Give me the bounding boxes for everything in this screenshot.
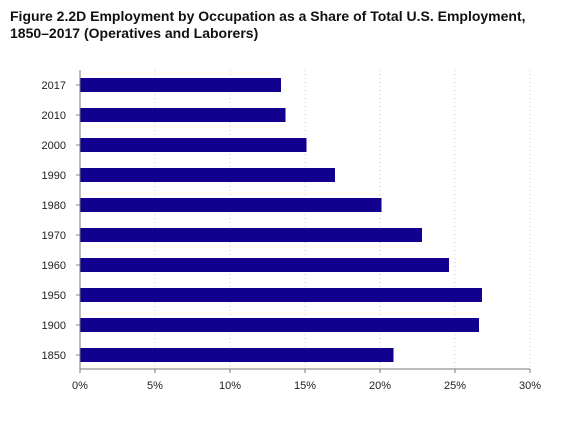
y-tick-label: 2017 <box>42 80 66 92</box>
bar <box>80 318 479 332</box>
bar <box>80 198 382 212</box>
bar <box>80 258 449 272</box>
y-tick-label: 1960 <box>42 260 66 272</box>
bar <box>80 78 281 92</box>
y-tick-label: 1900 <box>42 320 66 332</box>
y-tick-label: 1850 <box>42 350 66 362</box>
y-tick-label: 1990 <box>42 170 66 182</box>
x-tick-label: 25% <box>444 380 466 392</box>
y-tick-label: 1970 <box>42 230 66 242</box>
bar <box>80 138 307 152</box>
bar <box>80 228 422 242</box>
chart-title: Figure 2.2D Employment by Occupation as … <box>10 8 526 41</box>
bar <box>80 288 482 302</box>
y-tick-label: 1980 <box>42 200 66 212</box>
x-tick-label: 15% <box>294 380 316 392</box>
y-tick-label: 2000 <box>42 140 66 152</box>
bar <box>80 348 394 362</box>
x-tick-label: 10% <box>219 380 241 392</box>
y-tick-label: 2010 <box>42 110 66 122</box>
x-tick-label: 20% <box>369 380 391 392</box>
bar <box>80 108 286 122</box>
x-tick-label: 0% <box>72 380 88 392</box>
x-tick-label: 30% <box>519 380 541 392</box>
y-tick-label: 1950 <box>42 290 66 302</box>
x-tick-label: 5% <box>147 380 163 392</box>
bar <box>80 168 335 182</box>
